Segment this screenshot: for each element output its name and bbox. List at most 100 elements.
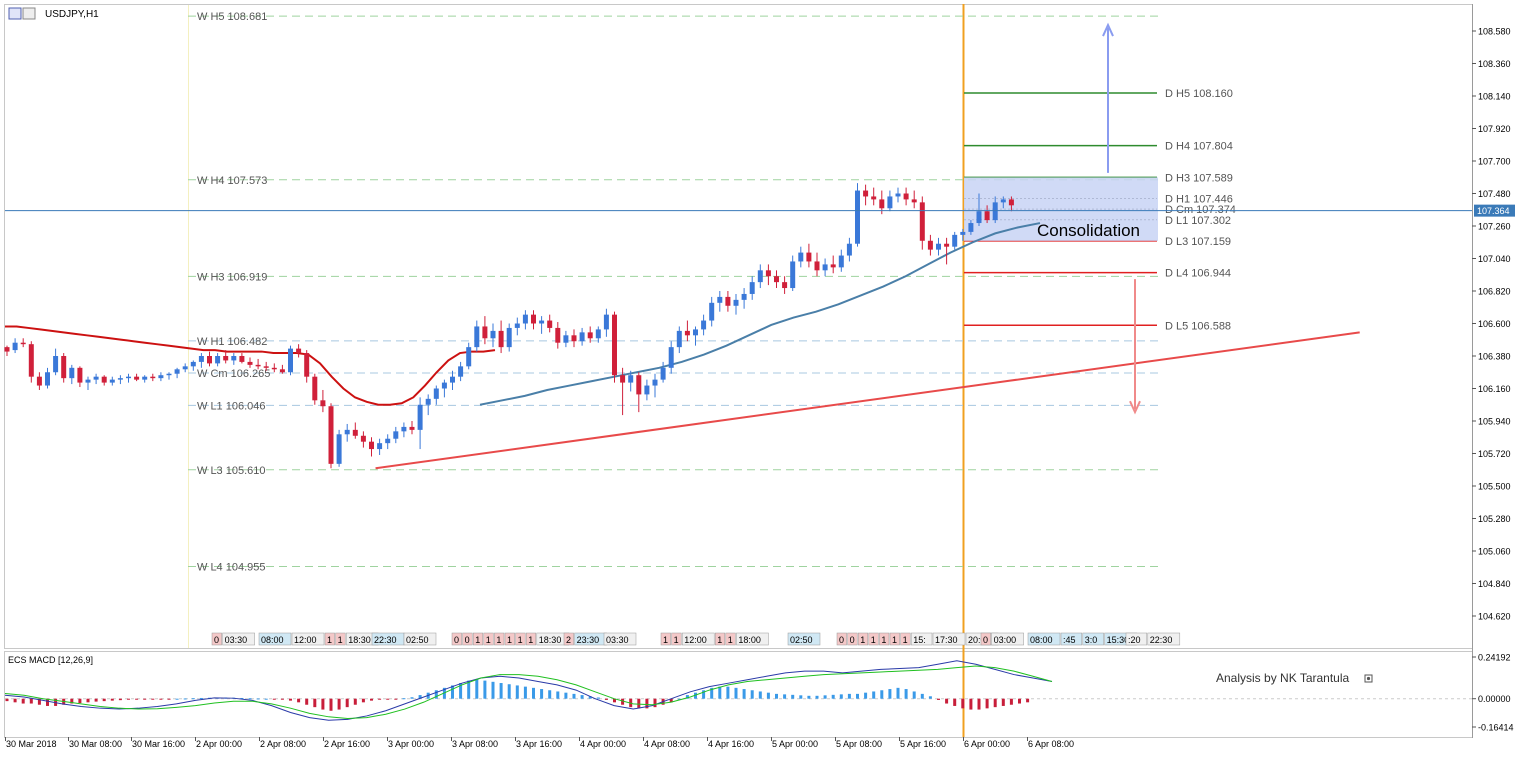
session-tag-label: 18:00 — [738, 635, 761, 645]
macd-histogram-bar — [702, 690, 706, 699]
daily-level-label: D H3 107.589 — [1165, 172, 1233, 184]
macd-histogram-bar — [750, 690, 754, 699]
daily-level-label: D H1 107.446 — [1165, 194, 1233, 206]
session-tag — [494, 632, 505, 646]
macd-histogram-bar — [734, 687, 738, 699]
macd-signal-line — [4, 665, 1053, 720]
macd-histogram-bar — [297, 698, 301, 703]
macd-histogram-bar — [694, 692, 697, 699]
time-tick-label: 4 Apr 00:00 — [580, 739, 626, 749]
time-tick-label: 2 Apr 08:00 — [260, 739, 306, 749]
macd-histogram-bar — [896, 687, 900, 699]
macd-histogram-bar — [912, 691, 916, 699]
session-tag — [335, 632, 346, 646]
session-tag — [932, 632, 966, 646]
candle-body — [587, 332, 593, 339]
current-price-badge — [1474, 204, 1515, 217]
macd-histogram-bar — [329, 698, 333, 711]
candle-body — [369, 441, 374, 450]
candle-body — [166, 373, 172, 376]
candle-body — [101, 376, 107, 383]
macd-histogram-bar — [540, 689, 544, 699]
macd-histogram-bar — [718, 686, 722, 699]
session-tag-label: 1 — [871, 635, 876, 645]
macd-histogram-bar — [199, 697, 203, 699]
session-tag — [222, 632, 255, 646]
macd-histogram-bar — [467, 680, 471, 699]
macd-histogram-bar — [418, 695, 422, 699]
candle-body — [45, 372, 50, 386]
macd-histogram-bar — [961, 698, 965, 709]
time-tick-label: 3 Apr 00:00 — [388, 739, 434, 749]
candle-body — [263, 366, 269, 368]
session-tag-label: 0 — [454, 635, 459, 645]
candle-body — [919, 202, 925, 241]
macd-histogram-bar — [880, 690, 884, 699]
session-tag-label: 1 — [663, 635, 668, 645]
session-tag-label: 08:00 — [1030, 635, 1053, 645]
macd-histogram-bar — [491, 681, 495, 699]
session-tag-label: 0 — [465, 635, 470, 645]
macd-histogram-bar — [945, 698, 949, 704]
candle-body — [1008, 199, 1014, 206]
session-tag-label: 08:00 — [261, 635, 284, 645]
weekly-level-label: W L3 105.610 — [197, 465, 266, 477]
session-tag-label: 1 — [338, 635, 343, 645]
support-trendline — [375, 331, 1360, 470]
macd-tick-label: 0.00000 — [1478, 694, 1511, 704]
macd-histogram-bar — [856, 693, 859, 699]
macd-histogram-bar — [13, 698, 17, 703]
time-tick-label: 3 Apr 08:00 — [452, 739, 498, 749]
session-tag — [403, 632, 437, 646]
candle-body — [231, 356, 237, 361]
macd-histogram-bar — [321, 698, 325, 710]
price-tick-label: 104.840 — [1478, 579, 1511, 589]
macd-histogram-bar — [766, 692, 770, 699]
trendline-group — [375, 331, 1360, 470]
candle-body — [4, 347, 10, 352]
macd-histogram-bar — [799, 695, 803, 699]
macd-histogram-bar — [135, 698, 139, 700]
session-tag-label: :20 — [1128, 635, 1141, 645]
weekly-level-label: W H3 106.919 — [197, 271, 267, 283]
session-tag-label: 23:30 — [577, 635, 600, 645]
candle-body — [158, 375, 164, 379]
session-tag — [991, 632, 1024, 646]
macd-histogram-bar — [1009, 698, 1013, 705]
candle-body — [215, 356, 221, 364]
candle-body — [960, 231, 966, 235]
session-tag-label: 1 — [327, 635, 332, 645]
price-tick-label: 106.600 — [1478, 319, 1511, 329]
price-tick-label: 108.140 — [1478, 92, 1511, 102]
candle-body — [693, 329, 698, 336]
session-tag — [847, 632, 858, 646]
consolidation-label: Consolidation — [1037, 221, 1140, 240]
candle-body — [182, 366, 188, 370]
candle-body — [142, 376, 148, 380]
macd-histogram-bar — [1026, 698, 1030, 703]
session-tag — [857, 632, 869, 646]
candle-body — [409, 426, 415, 430]
candle-body — [433, 388, 439, 399]
candle-body — [612, 314, 617, 376]
session-tag-label: 1 — [892, 635, 897, 645]
candle-body — [838, 255, 844, 268]
candle-body — [450, 376, 455, 383]
macd-histogram-bar — [475, 679, 479, 699]
macd-title: ECS MACD [12,26,9] — [8, 655, 93, 665]
candle-body — [304, 353, 310, 377]
macd-histogram-bar — [386, 698, 390, 700]
session-tag — [980, 632, 991, 646]
price-tick-label: 108.360 — [1478, 59, 1511, 69]
candle-body — [976, 211, 982, 224]
candle-body — [563, 335, 569, 343]
macd-histogram-bar — [451, 685, 454, 699]
candle-body — [701, 320, 707, 330]
candlesticks — [4, 183, 1014, 469]
macd-histogram-bar — [847, 693, 851, 699]
macd-histogram-bar — [159, 698, 163, 700]
macd-histogram-bar — [669, 698, 673, 703]
chart-window-icon — [8, 7, 22, 20]
macd-histogram-bar — [1018, 698, 1021, 704]
red-moving-average — [5, 325, 496, 406]
